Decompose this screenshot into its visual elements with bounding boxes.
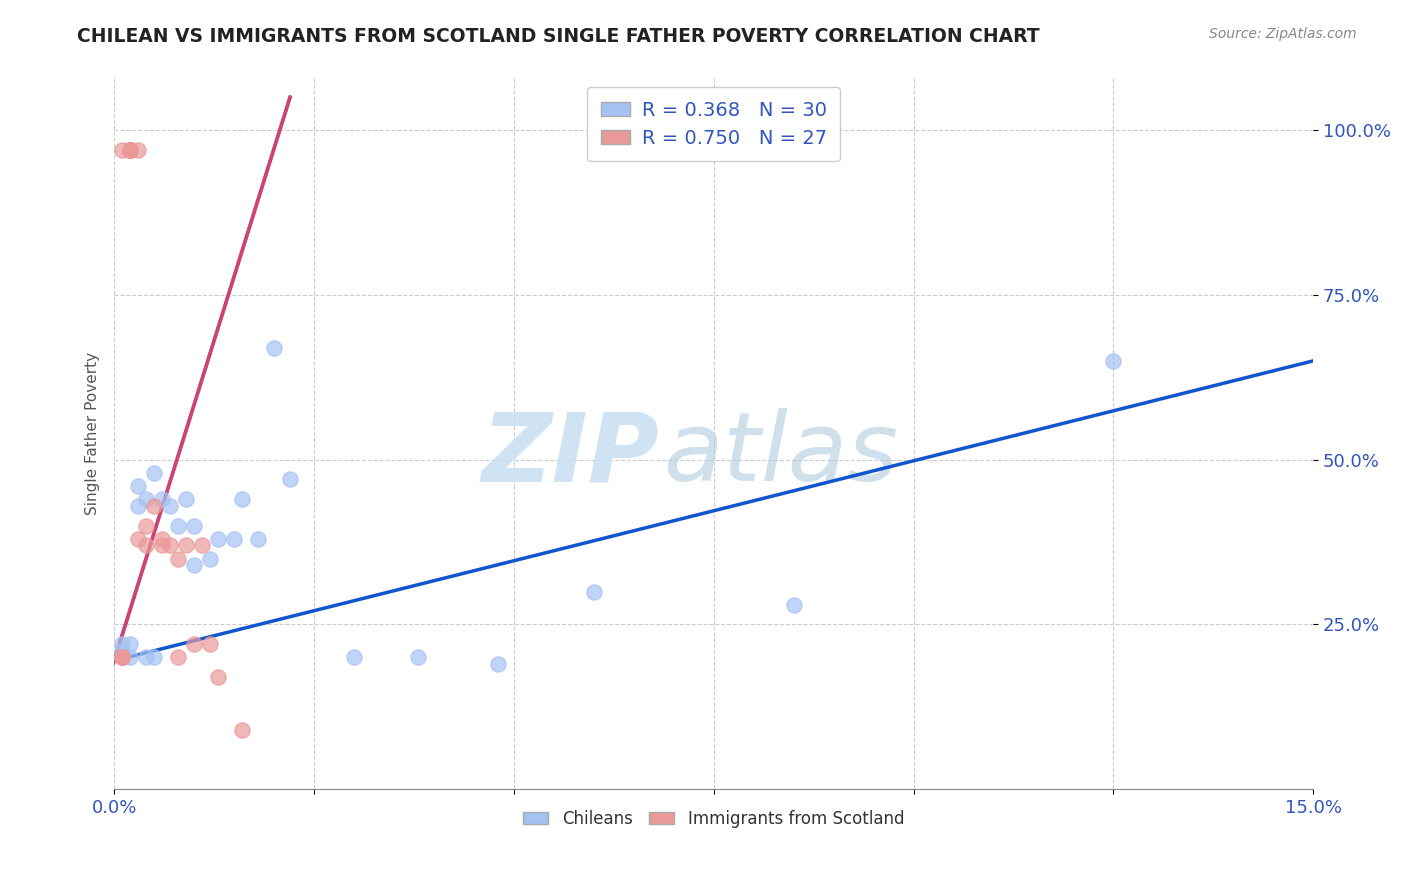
Point (120, 143, 142, 157)
Point (183, 637, 205, 651)
Point (167, 650, 190, 665)
Point (406, 650, 429, 665)
Point (486, 657, 509, 671)
Point (135, 492, 157, 507)
Text: ZIP: ZIP (482, 409, 659, 501)
Point (111, 644, 134, 658)
Point (183, 558, 205, 573)
Point (159, 499, 181, 513)
Point (111, 650, 134, 665)
Point (231, 492, 253, 507)
Point (143, 650, 166, 665)
Point (127, 479, 149, 493)
Point (120, 143, 142, 157)
Point (135, 650, 157, 665)
Point (127, 532, 149, 546)
Point (111, 650, 134, 665)
Legend: Chileans, Immigrants from Scotland: Chileans, Immigrants from Scotland (517, 803, 911, 834)
Point (120, 143, 142, 157)
Y-axis label: Single Father Poverty: Single Father Poverty (86, 351, 100, 515)
Point (198, 637, 221, 651)
Point (174, 492, 197, 507)
Point (247, 532, 270, 546)
Point (207, 532, 229, 546)
Point (111, 650, 134, 665)
Point (167, 518, 190, 533)
Point (111, 650, 134, 665)
Point (120, 637, 142, 651)
Point (120, 650, 142, 665)
Point (135, 518, 157, 533)
Point (111, 650, 134, 665)
Text: atlas: atlas (664, 409, 898, 501)
Point (111, 637, 134, 651)
Point (135, 538, 157, 552)
Point (582, 584, 605, 599)
Point (782, 598, 804, 612)
Point (198, 551, 221, 566)
Point (159, 538, 181, 552)
Point (1102, 354, 1125, 368)
Point (278, 473, 301, 487)
Point (174, 538, 197, 552)
Point (207, 670, 229, 684)
Point (120, 143, 142, 157)
Point (120, 143, 142, 157)
Point (150, 492, 173, 507)
Point (231, 723, 253, 737)
Point (167, 551, 190, 566)
Point (143, 466, 166, 480)
Point (111, 143, 134, 157)
Point (120, 143, 142, 157)
Point (183, 518, 205, 533)
Point (263, 341, 285, 355)
Text: CHILEAN VS IMMIGRANTS FROM SCOTLAND SINGLE FATHER POVERTY CORRELATION CHART: CHILEAN VS IMMIGRANTS FROM SCOTLAND SING… (77, 27, 1040, 45)
Text: Source: ZipAtlas.com: Source: ZipAtlas.com (1209, 27, 1357, 41)
Point (343, 650, 366, 665)
Point (143, 499, 166, 513)
Point (150, 532, 173, 546)
Point (127, 499, 149, 513)
Point (191, 538, 214, 552)
Point (222, 532, 245, 546)
Point (150, 538, 173, 552)
Point (127, 143, 149, 157)
